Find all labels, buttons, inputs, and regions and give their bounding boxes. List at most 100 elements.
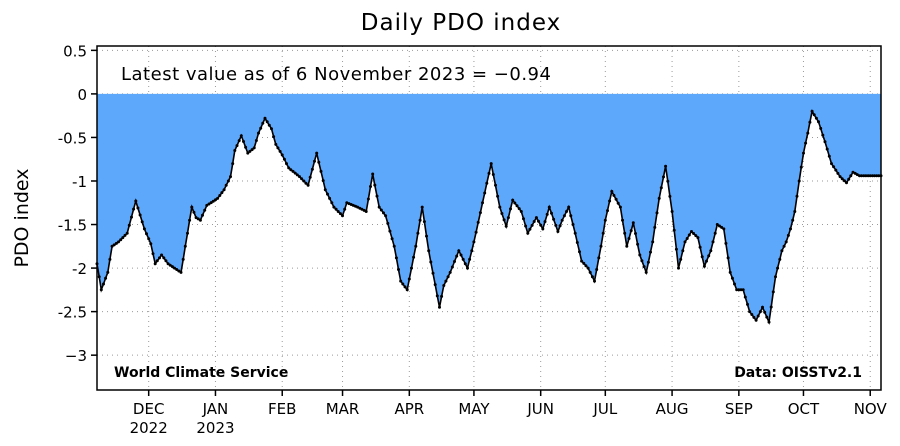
data-point (162, 256, 166, 260)
data-point (267, 123, 271, 127)
data-point (873, 174, 876, 178)
data-point (519, 210, 523, 213)
data-point (412, 255, 416, 259)
data-point (418, 218, 422, 222)
data-point (543, 220, 547, 224)
data-point (265, 120, 269, 124)
data-point (302, 179, 306, 183)
data-point (638, 253, 642, 257)
data-point (578, 250, 581, 254)
data-point (795, 194, 799, 198)
data-point (739, 288, 743, 292)
data-point (291, 169, 295, 173)
data-point (552, 217, 556, 221)
data-point (489, 162, 493, 166)
data-point (855, 173, 859, 177)
data-point (517, 207, 521, 211)
data-point (827, 154, 831, 158)
data-point (722, 227, 726, 231)
data-point (575, 241, 579, 244)
data-point (379, 208, 383, 212)
data-point (690, 230, 693, 233)
data-point (823, 140, 827, 144)
data-point (457, 249, 461, 253)
data-point (298, 175, 301, 179)
data-point (306, 183, 310, 187)
data-point (782, 244, 786, 248)
data-point (571, 223, 575, 226)
data-point (634, 232, 637, 235)
data-point (715, 223, 719, 226)
data-point (444, 279, 448, 283)
data-point (845, 181, 848, 185)
data-point (556, 230, 560, 233)
data-point (623, 231, 627, 235)
data-point (440, 294, 444, 298)
data-point (435, 294, 439, 298)
data-point (789, 227, 792, 231)
data-point (522, 217, 525, 221)
data-point (610, 189, 614, 193)
data-point (545, 212, 549, 216)
x-tick-year: 2022 (130, 419, 168, 437)
data-point (737, 288, 741, 292)
data-point (224, 183, 228, 187)
data-point (431, 271, 435, 275)
data-point (399, 279, 403, 283)
data-point (403, 285, 407, 289)
data-point (442, 284, 446, 287)
data-point (453, 260, 456, 263)
data-point (698, 245, 702, 249)
data-point (562, 214, 566, 218)
data-point (190, 205, 194, 209)
data-point (188, 218, 192, 222)
data-point (394, 256, 398, 260)
data-point (130, 215, 133, 219)
data-point (438, 305, 441, 309)
data-point (463, 262, 467, 266)
data-point (877, 174, 881, 178)
data-point (390, 237, 394, 241)
data-point (821, 133, 825, 137)
data-point (530, 223, 534, 227)
data-point (679, 257, 683, 261)
data-point (207, 202, 211, 206)
data-point (474, 230, 478, 234)
data-point (808, 120, 812, 124)
data-point (687, 233, 691, 237)
data-point (862, 174, 866, 178)
data-point (246, 151, 250, 155)
data-point (226, 179, 230, 183)
data-point (771, 290, 775, 294)
data-point (625, 244, 629, 248)
data-point (724, 241, 728, 245)
data-point (649, 250, 652, 254)
x-tick-label: MAY (458, 400, 490, 418)
data-point (102, 282, 105, 286)
data-point (388, 229, 392, 233)
data-point (646, 260, 650, 264)
data-point (315, 151, 319, 155)
data-point (832, 165, 836, 169)
data-point (593, 279, 596, 283)
data-point (183, 244, 187, 248)
data-point (838, 175, 842, 179)
data-point (145, 232, 148, 236)
data-point (664, 164, 668, 168)
data-point (668, 194, 672, 198)
data-point (584, 264, 588, 268)
data-point (804, 141, 808, 145)
data-point (330, 201, 334, 205)
data-point (140, 220, 144, 224)
data-point (149, 242, 153, 246)
data-point (786, 233, 790, 237)
data-point (317, 160, 321, 164)
data-point (511, 198, 515, 202)
data-point (97, 275, 101, 279)
data-point (586, 266, 590, 270)
data-point (774, 275, 777, 279)
data-point (151, 252, 155, 256)
data-point (750, 313, 754, 316)
data-point (825, 147, 829, 151)
data-point (270, 127, 273, 131)
